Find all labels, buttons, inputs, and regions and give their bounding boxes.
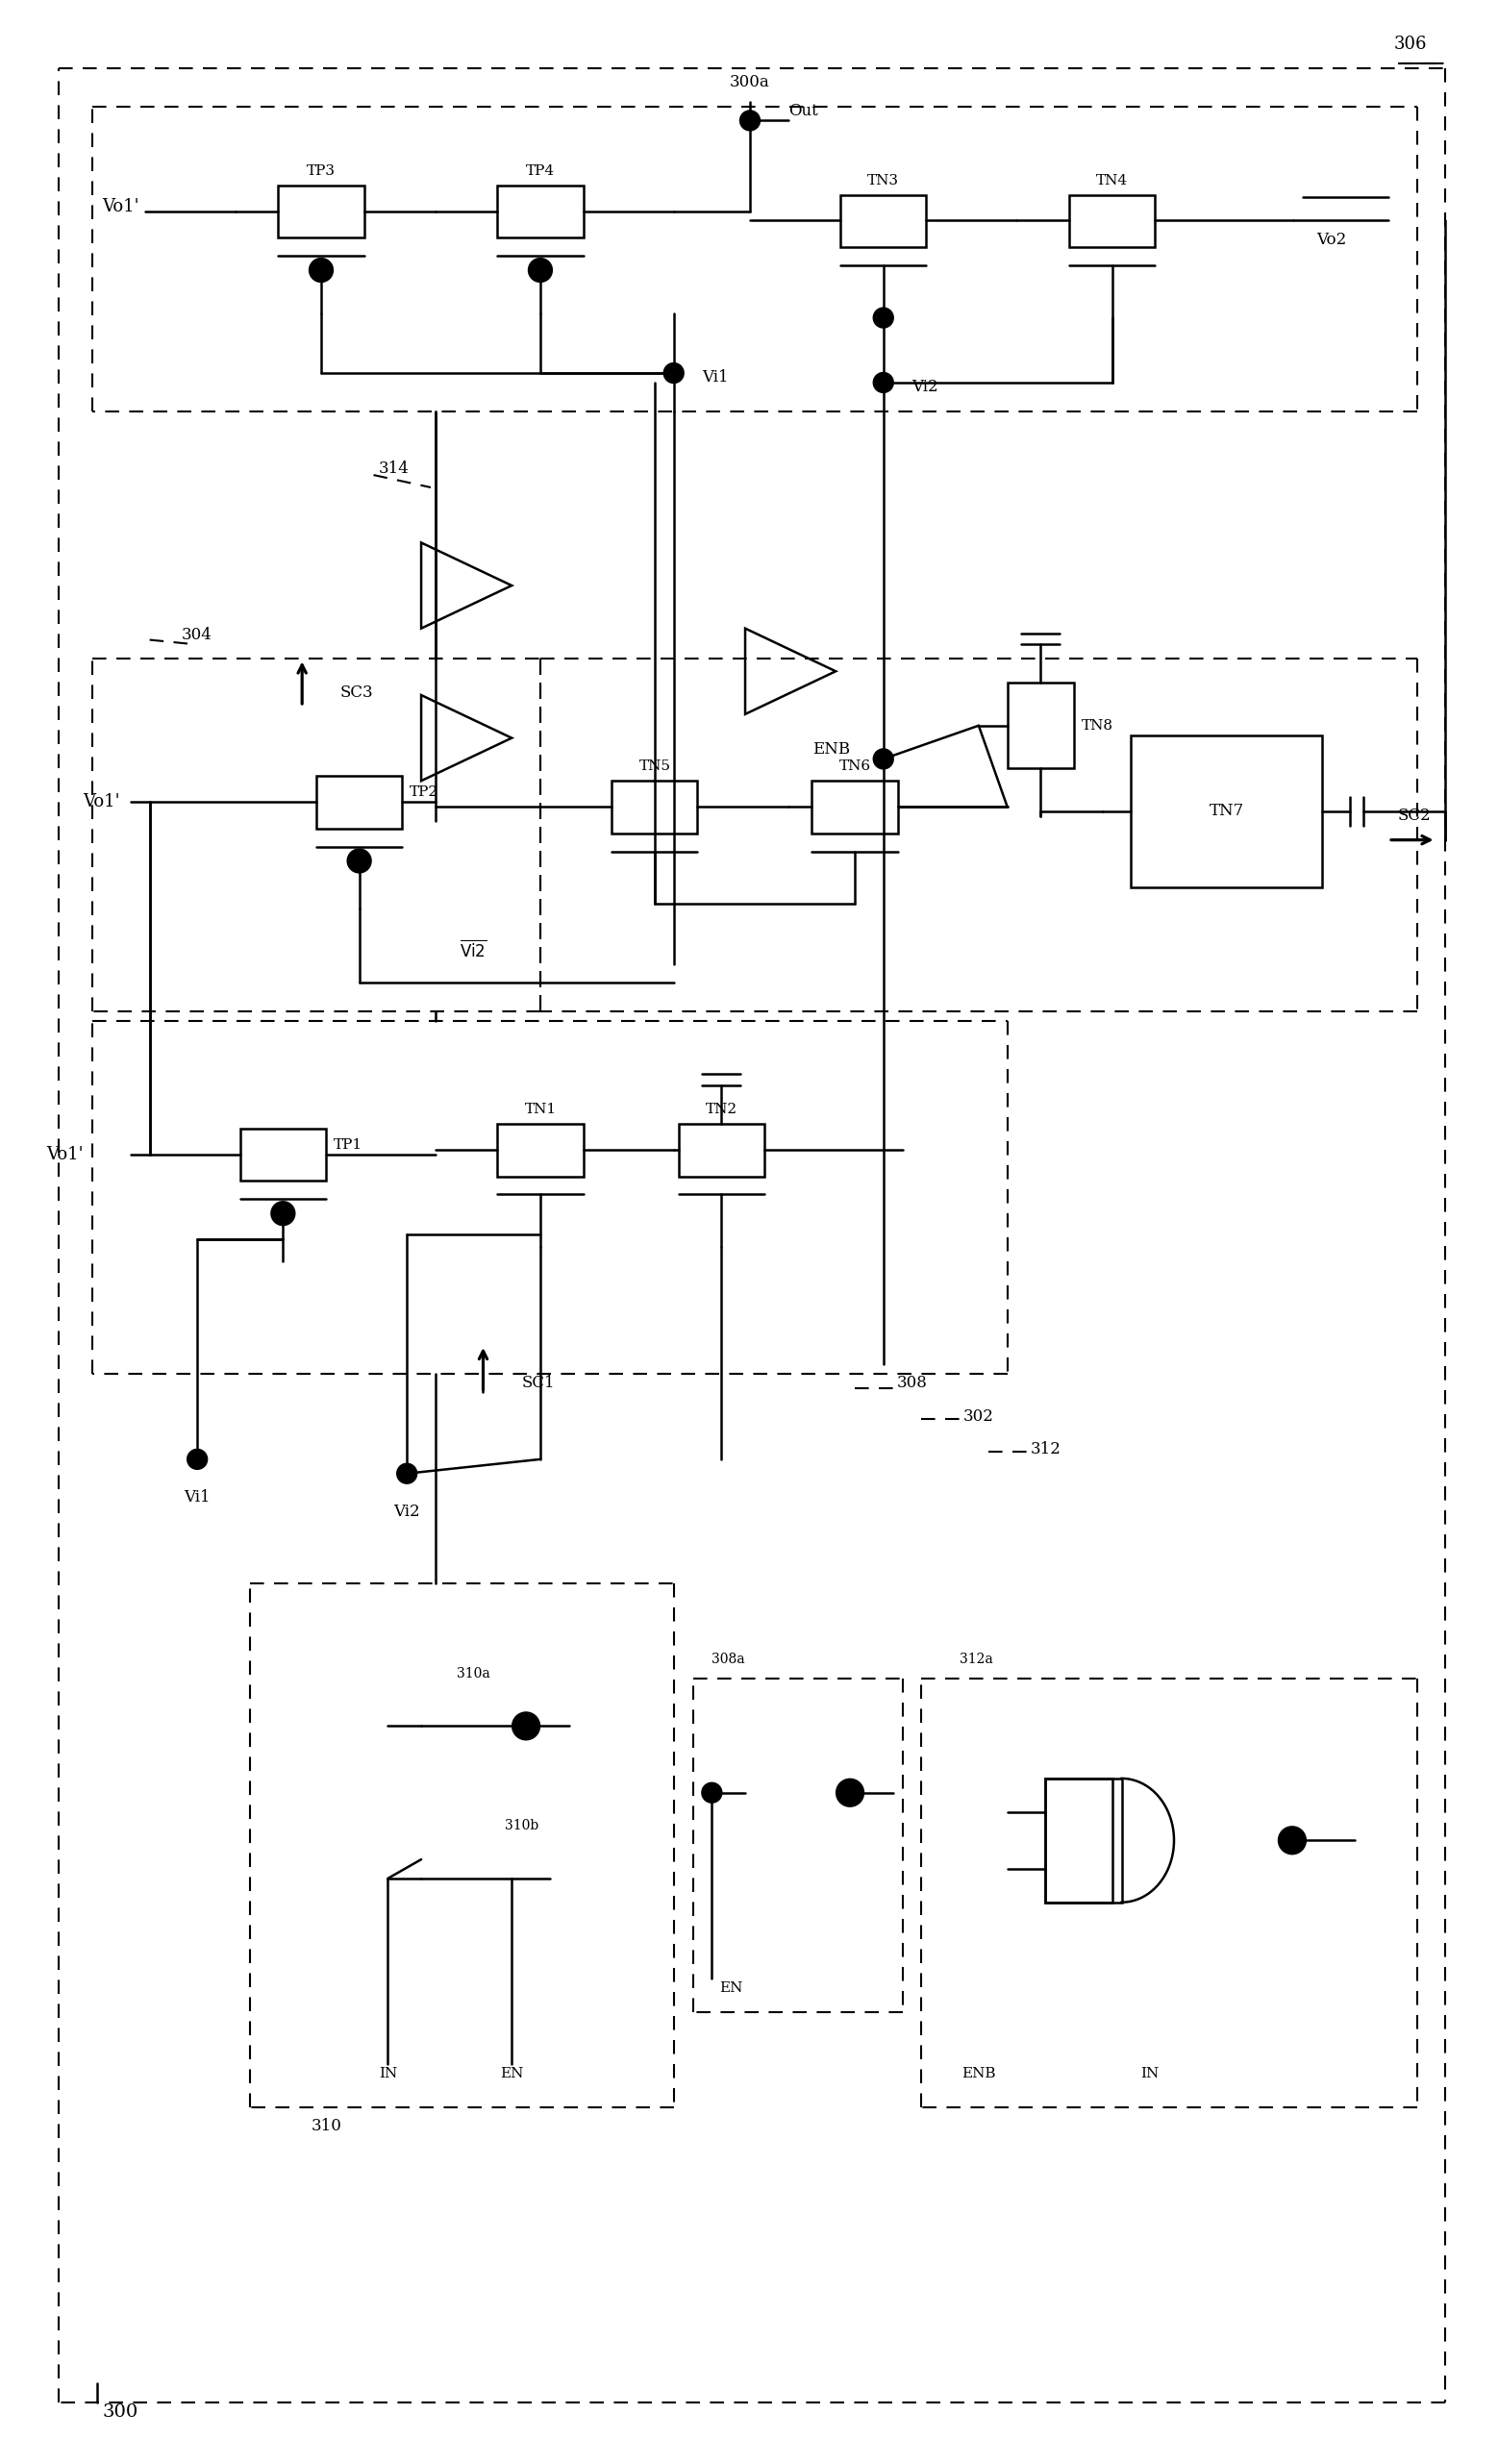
Text: SC1: SC1 (521, 1375, 554, 1392)
Text: 312a: 312a (960, 1653, 993, 1666)
Circle shape (271, 1202, 295, 1225)
Circle shape (348, 850, 370, 872)
Text: 308: 308 (897, 1375, 927, 1392)
Text: 304: 304 (181, 626, 213, 643)
Text: ENB: ENB (962, 2067, 996, 2080)
Text: TN2: TN2 (706, 1104, 737, 1116)
Text: TP2: TP2 (410, 786, 439, 798)
Text: TN8: TN8 (1082, 719, 1113, 732)
Bar (1046, 1779, 1112, 1902)
Text: 308a: 308a (712, 1653, 745, 1666)
Text: 310b: 310b (505, 1818, 538, 1833)
Text: TN6: TN6 (839, 759, 870, 774)
Bar (1131, 734, 1321, 887)
Text: Vi2: Vi2 (912, 379, 939, 397)
Text: Vo1': Vo1' (102, 197, 139, 214)
Text: IN: IN (1141, 2067, 1159, 2080)
Bar (611, 781, 698, 833)
Circle shape (664, 365, 683, 382)
Text: Out: Out (788, 103, 818, 118)
Circle shape (873, 372, 893, 392)
Circle shape (512, 1712, 539, 1740)
Bar (1070, 195, 1155, 246)
Text: 312: 312 (1031, 1441, 1061, 1459)
Text: Vi1: Vi1 (703, 370, 730, 387)
Circle shape (873, 749, 893, 769)
Text: SC2: SC2 (1398, 808, 1431, 825)
Bar (240, 1129, 327, 1180)
Text: 302: 302 (963, 1409, 995, 1424)
Text: TN7: TN7 (1209, 803, 1243, 821)
Text: TP1: TP1 (334, 1138, 363, 1151)
Text: TP4: TP4 (526, 165, 554, 177)
Text: 310: 310 (312, 2119, 342, 2134)
Bar (497, 185, 583, 237)
Circle shape (703, 1784, 722, 1801)
Text: EN: EN (719, 1981, 743, 1996)
Text: TN4: TN4 (1097, 175, 1128, 187)
Text: 306: 306 (1393, 34, 1426, 54)
Circle shape (529, 259, 551, 281)
Text: 300a: 300a (730, 74, 770, 91)
Circle shape (740, 111, 759, 131)
Bar (812, 781, 897, 833)
Text: TP3: TP3 (307, 165, 336, 177)
Bar (497, 1124, 583, 1175)
Bar (279, 185, 364, 237)
Bar (316, 776, 401, 828)
Text: EN: EN (500, 2067, 523, 2080)
Text: 300: 300 (102, 2402, 138, 2420)
Bar (1046, 1779, 1122, 1902)
Circle shape (837, 1779, 863, 1806)
Text: IN: IN (379, 2067, 397, 2080)
Text: Vi1: Vi1 (184, 1488, 211, 1506)
Text: Vo2: Vo2 (1317, 232, 1347, 249)
Text: Vo1': Vo1' (82, 793, 120, 811)
Circle shape (873, 308, 893, 328)
Text: 314: 314 (379, 461, 409, 476)
Circle shape (310, 259, 333, 281)
Text: Vo1': Vo1' (46, 1146, 82, 1163)
Text: SC3: SC3 (340, 685, 373, 700)
Bar (1007, 683, 1074, 769)
Circle shape (1279, 1826, 1305, 1853)
Circle shape (397, 1464, 416, 1483)
Text: ENB: ENB (812, 742, 849, 756)
Bar (679, 1124, 764, 1175)
Text: TN3: TN3 (867, 175, 899, 187)
Circle shape (187, 1449, 207, 1469)
Text: TN5: TN5 (638, 759, 671, 774)
Bar (840, 195, 926, 246)
Text: 310a: 310a (457, 1666, 490, 1680)
Text: $\overline{\mathrm{Vi2}}$: $\overline{\mathrm{Vi2}}$ (460, 939, 487, 961)
Text: TN1: TN1 (524, 1104, 556, 1116)
Text: Vi2: Vi2 (394, 1503, 419, 1520)
